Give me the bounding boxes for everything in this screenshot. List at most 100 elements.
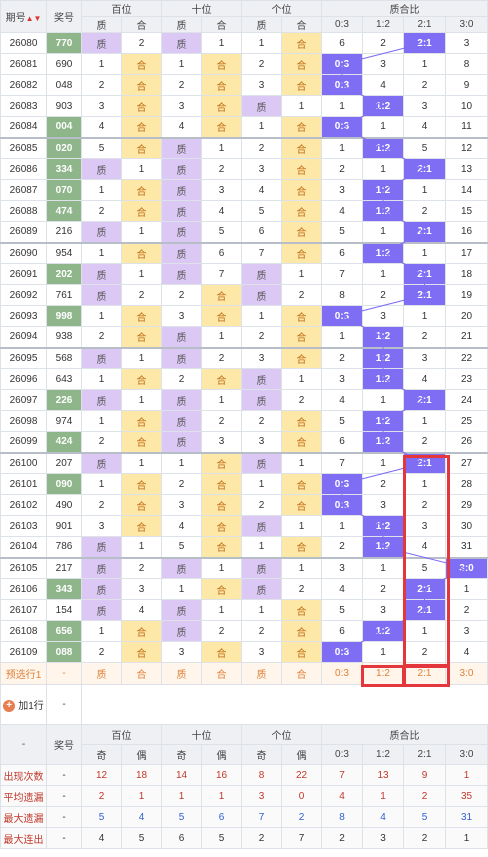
prize-cell: 656 — [46, 620, 82, 642]
predict-cell[interactable]: 1:2 — [362, 662, 404, 685]
table-row: 26105 217 质 2 质 1 质 1 3 1 5 3:0 — [0, 556, 488, 579]
footer-ratio-03: 0:3 — [321, 744, 363, 765]
zhi-cell: 2 — [241, 620, 282, 642]
zhi-cell: 3 — [161, 305, 202, 327]
zhi-cell: 6 — [241, 221, 282, 243]
he-cell: 合 — [201, 95, 242, 117]
ratio-header: 质合比 — [321, 0, 488, 17]
ratio-cell: 1 — [362, 641, 404, 663]
zhi-cell: 质 — [241, 578, 282, 600]
ratio-cell: 14 — [445, 179, 488, 201]
plus-icon[interactable]: + — [3, 700, 16, 713]
he-cell: 合 — [201, 536, 242, 558]
prize-cell: 938 — [46, 326, 82, 348]
zhi-cell: 质 — [241, 515, 282, 537]
ratio-cell: 4 — [362, 74, 404, 96]
he-cell: 合 — [121, 368, 162, 390]
footer-odd: 奇 — [241, 744, 282, 765]
issue-cell: 26093 — [0, 305, 47, 327]
predict-cell[interactable]: 3:0 — [445, 662, 488, 685]
add-row-button[interactable]: + 加1行 — [0, 684, 47, 725]
ratio-cell: 29 — [445, 494, 488, 516]
issue-cell: 26084 — [0, 116, 47, 138]
prize-cell: 761 — [46, 284, 82, 306]
ratio-cell: 1:2 — [362, 179, 404, 201]
ratio-cell: 7 — [321, 451, 363, 474]
stats-value: 2 — [321, 827, 363, 849]
sort-icon[interactable]: ▲▼ — [25, 14, 42, 23]
ratio-cell: 5 — [321, 599, 363, 621]
prize-cell: 202 — [46, 263, 82, 285]
ratio-cell: 1 — [403, 241, 446, 264]
issue-cell: 26082 — [0, 74, 47, 96]
ratio-cell: 1 — [403, 179, 446, 201]
zhi-cell: 质 — [81, 346, 122, 369]
issue-cell: 26092 — [0, 284, 47, 306]
he-cell: 合 — [201, 305, 242, 327]
he-cell: 合 — [201, 368, 242, 390]
ratio-cell: 1 — [362, 389, 404, 411]
predict-cell[interactable]: 2:1 — [403, 662, 446, 685]
predict-cell[interactable]: 质 — [161, 662, 202, 685]
predict-cell[interactable]: 合 — [121, 662, 162, 685]
issue-cell: 26080 — [0, 32, 47, 54]
he-cell: 合 — [281, 536, 322, 558]
zhi-cell: 质 — [161, 599, 202, 621]
footer-ratio-21: 2:1 — [403, 744, 446, 765]
he-cell: 1 — [281, 263, 322, 285]
he-cell: 合 — [281, 620, 322, 642]
ratio-cell: 2 — [403, 641, 446, 663]
table-row: 26081 690 1 合 1 合 2 合 0:3 3 1 8 — [0, 53, 488, 75]
prize-cell: 901 — [46, 515, 82, 537]
ratio-cell: 0:3 — [321, 53, 363, 75]
zhi-cell: 3 — [241, 431, 282, 453]
stats-value: 0 — [281, 785, 322, 807]
zhi-cell: 2 — [161, 368, 202, 390]
ratio-cell: 2:1 — [403, 263, 446, 285]
stats-value: 1 — [362, 785, 404, 807]
zhi-cell: 质 — [241, 368, 282, 390]
stats-label: 最大遗漏 — [0, 806, 47, 828]
he-cell: 合 — [281, 305, 322, 327]
stats-value: 5 — [201, 827, 242, 849]
predict-cell[interactable]: 0:3 — [321, 662, 363, 685]
zhi-cell: 质 — [161, 556, 202, 579]
he-cell: 合 — [281, 53, 322, 75]
table-row: 26103 901 3 合 4 合质 1 1 1:2 3 30 — [0, 515, 488, 537]
predict-cell[interactable]: 质 — [81, 662, 122, 685]
footer-prize: 奖号 — [46, 724, 82, 765]
stats-value: 5 — [121, 827, 162, 849]
footer-dash: - — [0, 724, 47, 765]
issue-cell: 26107 — [0, 599, 47, 621]
he-cell: 合 — [121, 515, 162, 537]
ratio-cell: 3 — [362, 494, 404, 516]
ratio-cell: 11 — [445, 116, 488, 138]
predict-cell[interactable]: 质 — [241, 662, 282, 685]
predict-num: - — [46, 662, 82, 685]
stats-value: 12 — [81, 764, 122, 786]
ratio-cell: 4 — [321, 578, 363, 600]
issue-cell: 26091 — [0, 263, 47, 285]
table-row: 26090 954 1 合质 6 7 合 6 1:2 1 17 — [0, 241, 488, 264]
zhi-cell: 质 — [81, 284, 122, 306]
ratio-cell: 1 — [362, 158, 404, 180]
zhi-cell: 质 — [241, 263, 282, 285]
stats-value: 18 — [121, 764, 162, 786]
issue-cell: 26095 — [0, 346, 47, 369]
prize-cell: 207 — [46, 451, 82, 474]
he-cell: 1 — [201, 326, 242, 348]
predict-cell[interactable]: 合 — [201, 662, 242, 685]
ratio-cell: 9 — [445, 74, 488, 96]
footer-ratio-30: 3:0 — [445, 744, 488, 765]
he-cell: 1 — [121, 389, 162, 411]
he-cell: 合 — [281, 158, 322, 180]
zhi-cell: 2 — [241, 53, 282, 75]
issue-header[interactable]: 期号▲▼ — [0, 0, 47, 33]
table-row: 26094 938 2 合质 1 2 合 1 1:2 2 21 — [0, 326, 488, 348]
ratio-cell: 23 — [445, 368, 488, 390]
footer-odd: 奇 — [81, 744, 122, 765]
table-row: 26108 656 1 合质 2 2 合 6 1:2 1 3 — [0, 620, 488, 642]
predict-cell[interactable]: 合 — [281, 662, 322, 685]
col-zhi: 质 — [81, 16, 122, 33]
footer-ratio: 质合比 — [321, 724, 488, 745]
